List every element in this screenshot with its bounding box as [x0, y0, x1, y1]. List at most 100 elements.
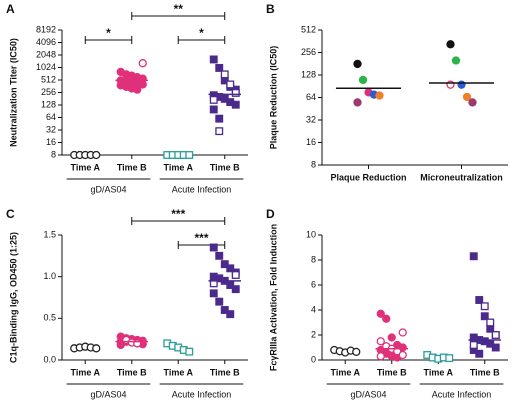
y-tick-label: 256 [41, 87, 56, 97]
x-tick-label: Time B [117, 367, 147, 377]
panel-label: A [6, 2, 15, 16]
x-tick-label: Time B [470, 367, 500, 377]
data-point [209, 105, 218, 114]
group-label: gD/AS04 [350, 389, 386, 399]
data-point [462, 92, 472, 102]
group-label: Acute Infection [432, 389, 492, 399]
data-point [215, 127, 224, 136]
y-tick-label: 64 [46, 112, 56, 122]
y-tick-label: 0.5 [43, 313, 56, 323]
y-tick-label: 512 [301, 24, 316, 34]
data-point [185, 151, 194, 159]
data-point [220, 260, 229, 269]
data-point [220, 70, 229, 79]
data-point [226, 281, 235, 289]
panel-label: C [6, 207, 15, 221]
y-tick-label: 32 [46, 124, 56, 134]
y-tick-label: 16 [306, 137, 316, 147]
data-point [468, 98, 477, 107]
data-point [215, 63, 224, 72]
y-axis-label: Neutralization Titer (IC50) [8, 38, 18, 147]
y-tick-label: 1024 [36, 62, 56, 72]
y-tick-label: 2 [311, 329, 316, 339]
data-point [226, 80, 235, 89]
data-point [480, 312, 489, 321]
y-tick-label: 128 [301, 69, 316, 79]
data-point [133, 85, 142, 94]
y-tick-label: 0 [311, 354, 316, 364]
data-point [376, 337, 385, 346]
y-tick-label: 512 [41, 74, 56, 84]
x-tick-label: Microneutralization [420, 172, 503, 182]
data-point [215, 297, 224, 306]
data-point [231, 271, 240, 279]
data-point [209, 279, 218, 288]
y-tick-label: 8 [311, 159, 316, 169]
data-point [376, 309, 385, 318]
data-point [226, 310, 235, 319]
data-point [353, 59, 362, 69]
data-point [92, 344, 101, 353]
data-point [209, 289, 218, 298]
y-tick-label: 2048 [36, 49, 56, 59]
data-point [92, 150, 101, 160]
data-point [486, 318, 495, 327]
x-tick-label: Time A [330, 367, 360, 377]
data-point [451, 56, 461, 65]
y-axis-label: Plaque Reduction (IC50) [268, 46, 278, 150]
x-tick-label: Time B [117, 162, 147, 172]
data-point [133, 339, 142, 348]
data-point [138, 59, 147, 68]
x-tick-label: Time B [210, 367, 240, 377]
x-tick-label: Time A [163, 367, 193, 377]
data-point [209, 95, 218, 104]
x-tick-label: Time B [377, 367, 407, 377]
data-point [480, 302, 489, 311]
data-point [185, 347, 194, 356]
x-tick-label: Time A [163, 162, 193, 172]
data-point [475, 296, 484, 304]
data-point [220, 306, 229, 314]
panel-label: D [266, 207, 275, 221]
y-tick-label: 8 [311, 254, 316, 264]
data-point [491, 343, 500, 352]
data-point [475, 349, 484, 358]
data-point [226, 264, 235, 273]
data-point [387, 333, 396, 342]
significance-label: *** [194, 231, 208, 245]
data-point [445, 354, 454, 363]
data-point [209, 243, 218, 252]
significance-label: * [199, 26, 204, 40]
data-point [469, 252, 478, 261]
data-point [358, 75, 368, 85]
x-tick-label: Time B [210, 162, 240, 172]
y-tick-label: 8 [51, 149, 56, 159]
x-tick-label: Time A [423, 367, 453, 377]
y-tick-label: 64 [306, 92, 316, 102]
data-point [446, 40, 455, 49]
data-point [353, 98, 362, 107]
data-point [231, 100, 240, 109]
data-point [352, 347, 361, 357]
group-label: gD/AS04 [90, 389, 126, 399]
y-tick-label: 16 [46, 137, 56, 147]
significance-label: * [106, 26, 111, 40]
data-point [231, 285, 240, 294]
y-tick-label: 1.5 [43, 229, 56, 239]
y-tick-label: 4 [311, 304, 316, 314]
data-point [375, 91, 384, 100]
y-tick-label: 8192 [36, 24, 56, 34]
y-axis-label: FcγRIIIa Activation, Fold Induction [268, 224, 278, 371]
data-point [398, 328, 407, 337]
data-point [446, 80, 455, 89]
x-tick-label: Time A [70, 367, 100, 377]
panel-label: B [266, 2, 275, 16]
data-point [398, 350, 407, 360]
y-tick-label: 32 [306, 114, 316, 124]
data-point [376, 352, 385, 361]
y-tick-label: 256 [301, 47, 316, 57]
y-tick-label: 4096 [36, 37, 56, 47]
data-point [209, 55, 218, 64]
x-tick-label: Time A [70, 162, 100, 172]
significance-label: *** [171, 207, 185, 221]
